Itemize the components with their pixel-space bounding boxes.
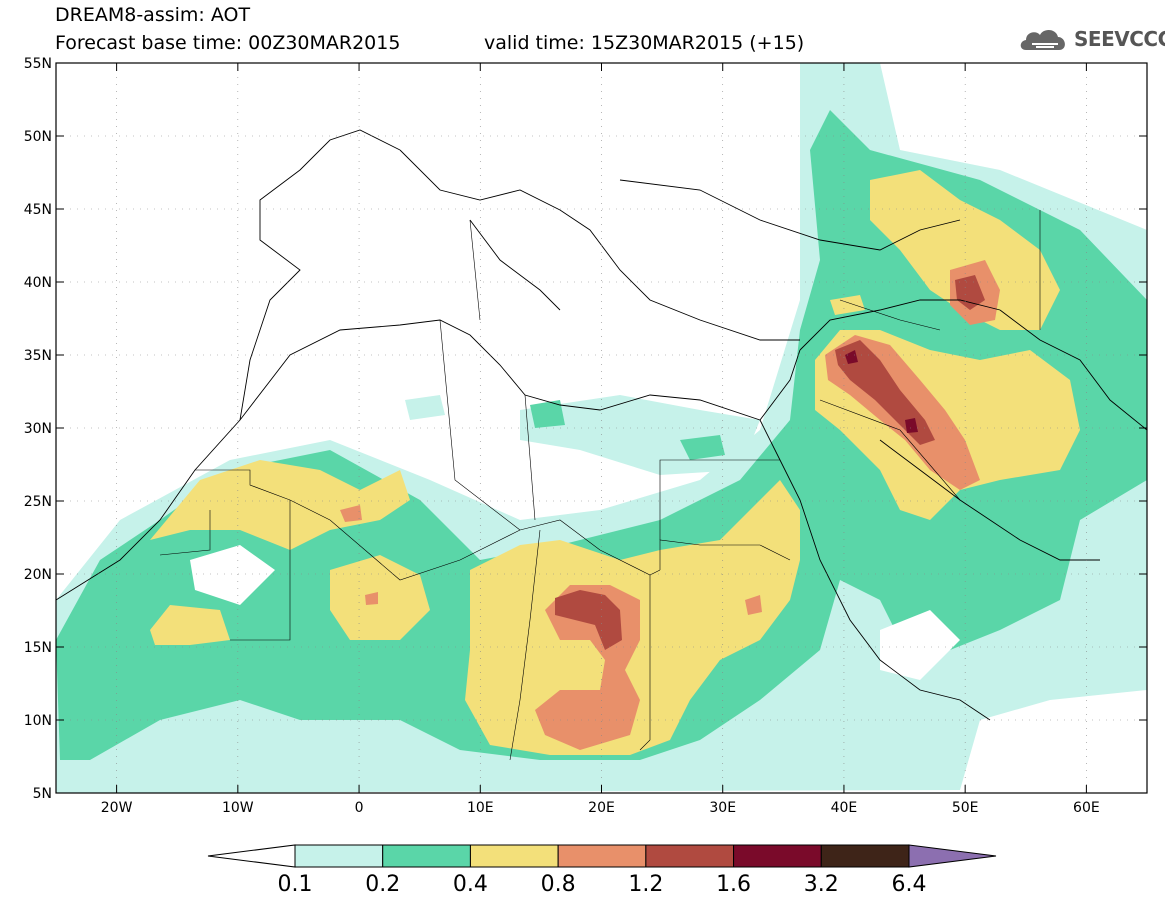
lon-label: 10W [222,800,254,816]
seevccc-logo: SEEVCCC [1018,22,1165,56]
colorbar-swatch [820,844,910,868]
lat-label: 5N [33,786,52,802]
graticule [56,63,1147,793]
lat-label: 30N [24,421,52,437]
colorbar-swatch [382,844,471,868]
lon-label: 0 [355,800,364,816]
aot-clear-areas [190,545,960,680]
lat-label: 45N [24,202,52,218]
aot-field [56,63,1147,793]
lon-label: 10E [467,800,494,816]
lon-label: 50E [952,800,979,816]
lat-label: 50N [24,129,52,145]
lon-label: 60E [1073,800,1100,816]
aot-band-0.2 [56,110,1147,760]
forecast-base-time: Forecast base time: 00Z30MAR2015 [55,32,401,54]
lon-label: 40E [831,800,858,816]
lat-label: 35N [24,348,52,364]
colorbar-over-triangle [908,844,997,868]
axis-ticks [56,62,1147,794]
cloud-logo-icon [1020,29,1065,50]
colorbar-level-label: 1.2 [628,872,664,897]
lon-label: 20W [101,800,133,816]
colorbar-level-label: 1.6 [716,872,752,897]
country-borders [159,210,1041,761]
colorbar-level-label: 0.4 [452,872,488,897]
colorbar [207,844,997,868]
latitude-labels: 55N 50N 45N 40N 35N 30N 25N 20N 15N 10N 5N [24,56,52,802]
lat-label: 40N [24,275,52,291]
aot-band-1.2 [555,275,985,650]
colorbar-level-label: 0.1 [277,872,313,897]
colorbar-swatch [733,844,822,868]
colorbar-swatch [469,844,559,868]
colorbar-swatch [645,844,735,868]
lon-label: 20E [588,800,615,816]
lat-label: 20N [24,567,52,583]
lat-label: 10N [24,713,52,729]
valid-time: valid time: 15Z30MAR2015 (+15) [484,32,805,54]
lat-label: 25N [24,494,52,510]
colorbar-under-triangle [207,844,296,868]
aot-band-1.6 [845,350,918,433]
colorbar-level-label: 0.2 [365,872,401,897]
colorbar-swatch [557,844,647,868]
colorbar-level-label: 3.2 [803,872,839,897]
longitude-labels: 20W 10W 0 10E 20E 30E 40E 50E 60E [101,800,1100,816]
logo-text: SEEVCCC [1074,27,1165,51]
colorbar-level-label: 6.4 [891,872,927,897]
map-title: DREAM8-assim: AOT [55,4,251,26]
lat-label: 55N [24,56,52,72]
colorbar-swatch [294,844,384,868]
lat-label: 15N [24,640,52,656]
lon-label: 30E [709,800,736,816]
colorbar-level-label: 0.8 [540,872,576,897]
